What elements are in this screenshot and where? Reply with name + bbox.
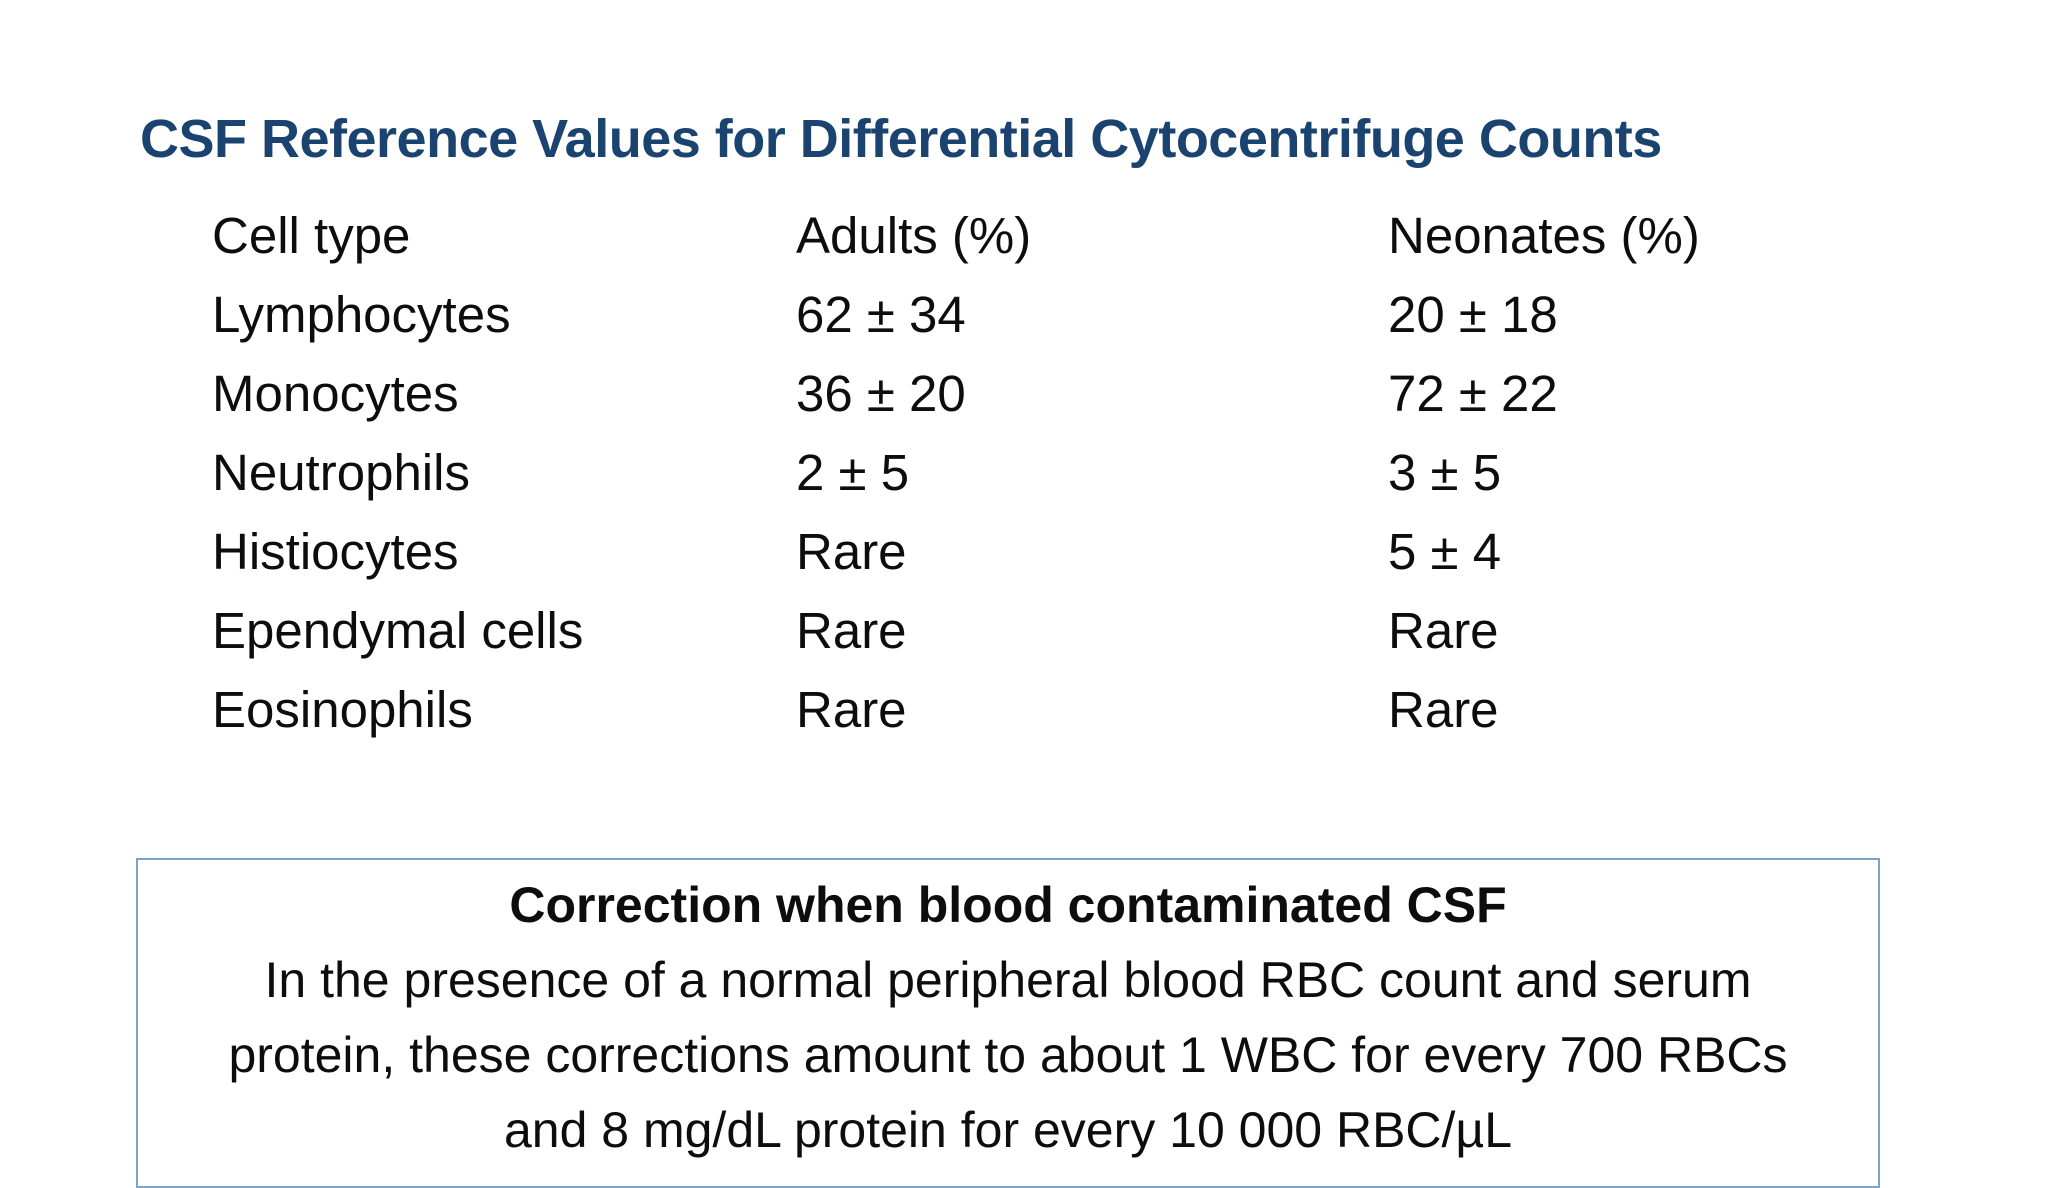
table-row-neonates: Rare [1388,602,1499,659]
table-row-neonates: 3 ± 5 [1388,444,1502,501]
table-row-adults: Rare [796,523,907,580]
column-header-adults: Adults (%) [796,207,1032,264]
table-row-adults: 2 ± 5 [796,444,910,501]
table-row-adults: Rare [796,602,907,659]
page-title: CSF Reference Values for Differential Cy… [140,109,1662,170]
correction-box-line: In the presence of a normal peripheral b… [264,952,1752,1008]
correction-note-box: Correction when blood contaminated CSF I… [136,858,1880,1188]
table-row-neonates: Rare [1388,681,1499,738]
table-row-cell-type: Eosinophils [212,681,473,738]
table-row-cell-type: Ependymal cells [212,602,584,659]
table-row-cell-type: Histiocytes [212,523,459,580]
table-row-cell-type: Monocytes [212,365,459,422]
correction-box-line: protein, these corrections amount to abo… [228,1027,1788,1083]
column-header-cell-type: Cell type [212,207,411,264]
table-row-cell-type: Neutrophils [212,444,470,501]
table-row-neonates: 5 ± 4 [1388,523,1502,580]
slide: { "slide": { "title": "CSF Reference Val… [136,109,1880,1188]
table-row-adults: Rare [796,681,907,738]
table-row-adults: 36 ± 20 [796,365,966,422]
csf-reference-table: Cell type Adults (%) Neonates (%) Lympho… [212,196,1858,749]
table-row-adults: 62 ± 34 [796,286,966,343]
column-header-neonates: Neonates (%) [1388,207,1700,264]
table-row-cell-type: Lymphocytes [212,286,511,343]
table-row-neonates: 72 ± 22 [1388,365,1558,422]
table-row-neonates: 20 ± 18 [1388,286,1558,343]
correction-box-heading: Correction when blood contaminated CSF [509,877,1507,933]
correction-box-line: and 8 mg/dL protein for every 10 000 RBC… [503,1102,1513,1158]
